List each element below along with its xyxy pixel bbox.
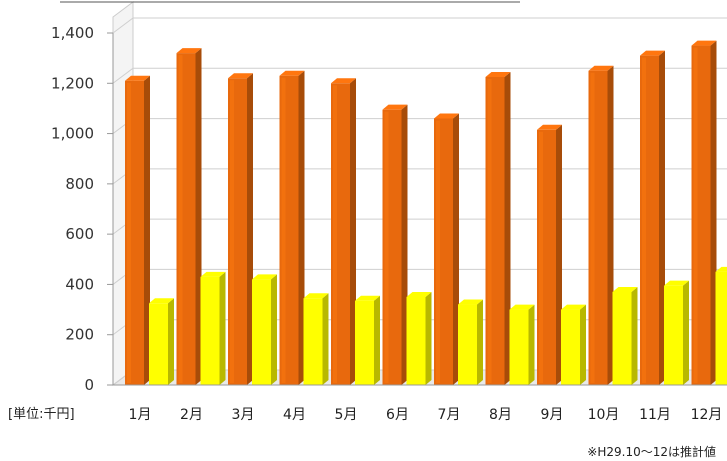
bar xyxy=(280,71,305,385)
bar-highlight xyxy=(591,73,595,383)
bar-side xyxy=(632,287,638,385)
x-axis: 1月 2月 3月 4月 5月 6月 7月 8月 9月 10月 11月 12月 xyxy=(113,385,727,423)
estimate-note: ※H29.10～12は推計値 xyxy=(587,444,716,459)
y-tick-label: 0 xyxy=(84,376,94,394)
bar-highlight xyxy=(254,281,258,383)
bar xyxy=(149,298,174,385)
x-tick-label: 9月 xyxy=(541,407,564,423)
bar xyxy=(510,305,535,385)
bar xyxy=(716,267,727,385)
x-tick-label: 1月 xyxy=(129,407,152,423)
bar xyxy=(177,48,202,385)
bar-highlight xyxy=(539,132,543,383)
bar xyxy=(383,105,408,385)
bar-highlight xyxy=(385,112,389,383)
bar xyxy=(589,66,614,385)
x-tick-label: 8月 xyxy=(489,407,512,423)
bar-side xyxy=(683,281,689,385)
bar xyxy=(640,51,665,385)
y-tick-label: 400 xyxy=(65,275,94,293)
bar-highlight xyxy=(563,312,567,383)
bar xyxy=(664,281,689,385)
bar xyxy=(434,113,459,385)
y-tick-label: 800 xyxy=(65,175,94,193)
x-tick-label: 2月 xyxy=(180,407,203,423)
bar-highlight xyxy=(282,78,286,383)
bar-highlight xyxy=(409,299,413,383)
bar xyxy=(252,274,277,385)
bar-highlight xyxy=(357,303,361,383)
bar-highlight xyxy=(694,48,698,383)
bar xyxy=(201,272,226,385)
bar xyxy=(228,73,253,385)
bar-side xyxy=(426,292,432,385)
x-tick-label: 7月 xyxy=(438,407,461,423)
bar-highlight xyxy=(306,300,310,383)
bar-highlight xyxy=(436,120,440,383)
bar-highlight xyxy=(179,55,183,383)
x-tick-label: 11月 xyxy=(639,407,671,423)
bar xyxy=(692,41,717,385)
y-tick-label: 600 xyxy=(65,225,94,243)
bar-highlight xyxy=(615,294,619,383)
x-tick-label: 12月 xyxy=(691,407,723,423)
bar-highlight xyxy=(151,305,155,383)
bar-side xyxy=(580,305,586,385)
y-axis: 0 200 400 600 800 1,000 1,200 1,400 xyxy=(51,24,113,394)
y-tick-label: 1,000 xyxy=(51,125,94,143)
bar xyxy=(125,76,150,385)
bar-highlight xyxy=(333,85,337,383)
bar xyxy=(458,300,483,385)
bar-highlight xyxy=(666,288,670,383)
x-tick-label: 5月 xyxy=(335,407,358,423)
bar xyxy=(613,287,638,385)
bar xyxy=(537,125,562,385)
x-tick-label: 10月 xyxy=(588,407,620,423)
bar-side xyxy=(529,305,535,385)
bar-highlight xyxy=(230,80,234,383)
bar xyxy=(407,292,432,385)
bar xyxy=(486,72,511,385)
bar-highlight xyxy=(460,307,464,383)
y-tick-label: 200 xyxy=(65,326,94,344)
bar-side xyxy=(168,298,174,385)
bar-highlight xyxy=(488,79,492,383)
bar xyxy=(561,305,586,385)
unit-label: [単位:千円] xyxy=(8,406,75,422)
bar-highlight xyxy=(203,279,207,383)
bar-highlight xyxy=(512,312,516,383)
bar-side xyxy=(220,272,226,385)
bar xyxy=(304,293,329,385)
bar-side xyxy=(374,296,380,385)
y-tick-label: 1,400 xyxy=(51,24,94,42)
bar xyxy=(331,78,356,385)
bar-side xyxy=(477,300,483,385)
x-tick-label: 4月 xyxy=(283,407,306,423)
bar-highlight xyxy=(718,274,722,383)
x-tick-label: 6月 xyxy=(386,407,409,423)
bar-highlight xyxy=(127,83,131,383)
bar xyxy=(355,296,380,385)
bar-side xyxy=(271,274,277,385)
x-tick-label: 3月 xyxy=(232,407,255,423)
y-tick-label: 1,200 xyxy=(51,74,94,92)
bar-highlight xyxy=(642,58,646,383)
bar-side xyxy=(323,293,329,385)
